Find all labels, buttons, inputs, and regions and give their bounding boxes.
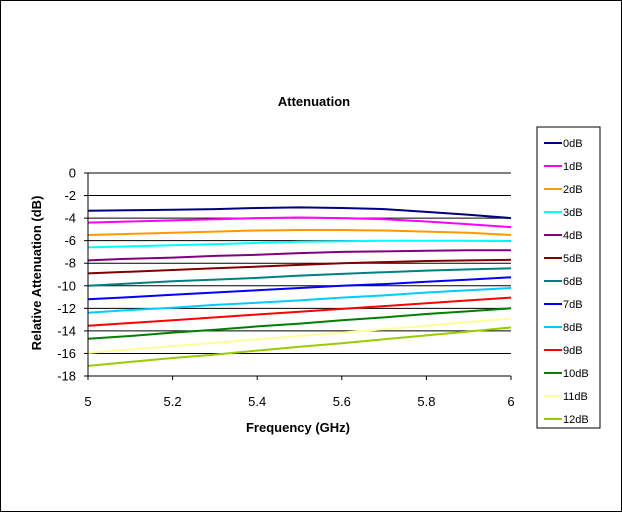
x-tick-label-3: 5.6 <box>333 394 351 409</box>
series-line-11dB <box>87 317 512 354</box>
x-tick-label-4: 5.8 <box>417 394 435 409</box>
x-tick-label-2: 5.4 <box>248 394 266 409</box>
axes <box>84 172 512 380</box>
series-line-6dB <box>87 267 512 287</box>
x-tick-label-0: 5 <box>84 394 91 409</box>
series-lines <box>87 206 512 367</box>
series-line-5dB <box>87 258 512 275</box>
y-axis-label: Relative Attenuation (dB) <box>29 196 44 351</box>
legend-label-10dB: 10dB <box>563 368 589 380</box>
legend-label-12dB: 12dB <box>563 414 589 426</box>
series-line-10dB <box>87 307 512 340</box>
legend-label-8dB: 8dB <box>563 322 583 334</box>
y-tick-label-2: -4 <box>64 211 76 226</box>
y-tick-label-5: -10 <box>57 278 76 293</box>
legend-label-11dB: 11dB <box>563 391 588 403</box>
series-line-3dB <box>87 239 512 249</box>
series-line-7dB <box>87 276 512 301</box>
chart-title: Attenuation <box>278 94 350 109</box>
legend-label-3dB: 3dB <box>563 207 583 219</box>
x-axis-label: Frequency (GHz) <box>246 420 350 435</box>
legend-label-7dB: 7dB <box>563 299 583 311</box>
y-tick-label-8: -16 <box>57 346 76 361</box>
y-tick-label-1: -2 <box>64 188 76 203</box>
tick-labels: 0 -2 -4 -6 -8 -10 -12 -14 -16 -18 5 5.2 5.4 5.6 5.8 6 <box>57 166 514 410</box>
series-line-9dB <box>87 296 512 327</box>
y-tick-label-7: -14 <box>57 323 76 338</box>
y-tick-label-4: -8 <box>64 256 76 271</box>
y-tick-label-0: 0 <box>69 166 76 181</box>
series-line-12dB <box>87 326 512 367</box>
x-tick-label-1: 5.2 <box>164 394 182 409</box>
legend-label-0dB: 0dB <box>563 138 583 150</box>
series-line-0dB <box>87 206 512 220</box>
legend-label-9dB: 9dB <box>563 345 583 357</box>
legend-box <box>536 126 601 429</box>
series-line-8dB <box>87 287 512 314</box>
series-line-4dB <box>87 249 511 262</box>
legend-label-1dB: 1dB <box>563 161 583 173</box>
legend-label-5dB: 5dB <box>563 253 583 265</box>
y-tick-label-6: -12 <box>57 301 76 316</box>
legend-label-6dB: 6dB <box>563 276 583 288</box>
y-tick-label-9: -18 <box>57 369 76 384</box>
legend-label-2dB: 2dB <box>563 184 583 196</box>
x-tick-label-5: 6 <box>507 394 514 409</box>
y-tick-label-3: -6 <box>64 233 76 248</box>
legend: 0dB 1dB 2dB 3dB 4dB 5dB 6dB 7dB 8dB 9dB 10dB 11dB 12… <box>536 126 601 429</box>
series-line-2dB <box>87 229 512 236</box>
legend-label-4dB: 4dB <box>563 230 583 242</box>
series-line-1dB <box>87 216 512 229</box>
